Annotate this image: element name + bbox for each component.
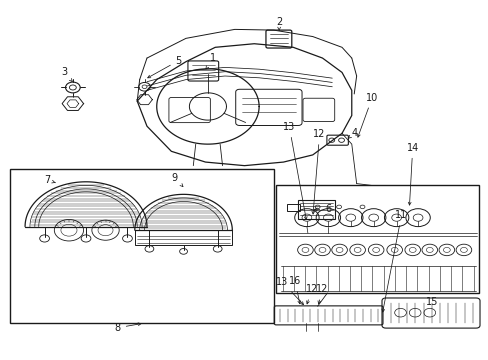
Text: 12: 12	[316, 284, 328, 304]
Text: 15: 15	[425, 297, 437, 307]
Text: 1: 1	[205, 53, 216, 69]
Text: 7: 7	[44, 175, 56, 185]
Text: 2: 2	[275, 17, 282, 30]
Text: 14: 14	[406, 143, 418, 205]
Bar	[10, 169, 273, 323]
Text: 8: 8	[114, 323, 141, 333]
Text: 12: 12	[311, 129, 325, 214]
Text: 5: 5	[147, 55, 182, 78]
Text: 9: 9	[171, 173, 183, 186]
Text: 12: 12	[305, 284, 317, 304]
Bar	[276, 185, 478, 293]
Text: 6: 6	[314, 204, 331, 215]
Text: 3: 3	[61, 67, 72, 81]
Text: 13: 13	[276, 277, 303, 305]
Text: 4: 4	[348, 128, 357, 138]
Text: 13: 13	[283, 122, 306, 220]
Text: 11: 11	[381, 210, 407, 312]
Text: 16: 16	[288, 276, 301, 304]
Text: 10: 10	[357, 93, 378, 137]
